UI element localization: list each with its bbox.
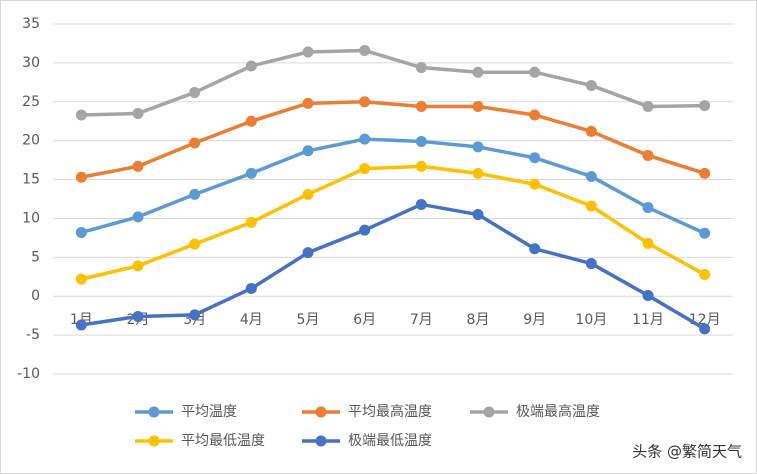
x-tick-label: 5月: [297, 312, 320, 328]
data-point: [529, 109, 541, 121]
data-point: [75, 319, 87, 331]
data-point: [75, 109, 87, 121]
data-point: [245, 167, 257, 179]
data-point: [699, 323, 711, 335]
data-point: [75, 273, 87, 285]
data-point: [472, 66, 484, 78]
data-point: [529, 178, 541, 190]
series-line: [80, 164, 706, 281]
data-point: [415, 135, 427, 147]
x-tick-label: 4月: [240, 312, 263, 328]
y-tick-label: 20: [22, 133, 40, 149]
data-point: [302, 46, 314, 58]
data-point: [415, 160, 427, 172]
series-line: [81, 202, 706, 331]
data-point: [189, 309, 201, 321]
x-tick-label: 10月: [575, 312, 607, 328]
legend-marker: [483, 406, 495, 418]
data-point: [472, 100, 484, 112]
data-point: [529, 152, 541, 164]
data-point: [245, 115, 257, 127]
data-point: [132, 310, 144, 322]
legend-marker: [148, 406, 160, 418]
series-line: [80, 137, 706, 235]
legend-label: 平均最低温度: [181, 433, 265, 449]
legend-label: 平均温度: [181, 404, 237, 420]
data-point: [529, 243, 541, 255]
data-point: [699, 167, 711, 179]
data-point: [132, 107, 144, 119]
data-point: [529, 66, 541, 78]
data-point: [585, 200, 597, 212]
legend-label: 极端最高温度: [516, 403, 600, 420]
series-line: [81, 48, 705, 117]
data-point: [245, 216, 257, 228]
data-point: [132, 260, 144, 272]
data-point: [302, 247, 314, 259]
data-point: [302, 145, 314, 157]
series-line: [81, 100, 706, 179]
x-tick-label: 6月: [353, 312, 376, 328]
data-point: [75, 226, 87, 238]
data-point: [415, 100, 427, 112]
data-point: [585, 258, 597, 270]
y-tick-label: 25: [22, 94, 40, 110]
data-point: [75, 171, 87, 183]
data-point: [415, 62, 427, 74]
data-point: [642, 289, 654, 301]
data-point: [585, 125, 597, 137]
legend-marker: [315, 406, 327, 418]
data-point: [699, 268, 711, 280]
data-point: [245, 282, 257, 294]
legend-label: 平均最高温度: [348, 403, 432, 420]
y-tick-label: -5: [26, 327, 40, 343]
x-tick-label: 11月: [632, 312, 664, 328]
data-point: [132, 211, 144, 223]
data-point: [472, 141, 484, 153]
x-tick-label: 9月: [523, 312, 546, 328]
data-point: [642, 100, 654, 112]
data-point: [642, 237, 654, 249]
legend-label: 极端最低温度: [348, 433, 432, 449]
data-point: [302, 188, 314, 200]
y-tick-label: -10: [17, 366, 40, 382]
data-point: [189, 188, 201, 200]
data-point: [189, 86, 201, 98]
y-tick-label: 30: [22, 55, 40, 71]
y-tick-label: 10: [22, 210, 40, 226]
data-point: [642, 202, 654, 214]
data-point: [245, 60, 257, 72]
data-point: [359, 133, 371, 145]
y-tick-label: 0: [31, 288, 40, 304]
data-point: [415, 198, 427, 210]
data-point: [642, 149, 654, 161]
y-tick-label: 35: [22, 16, 40, 32]
data-point: [189, 238, 201, 250]
legend-marker: [315, 435, 327, 447]
data-point: [359, 163, 371, 175]
y-tick-label: 15: [22, 172, 40, 188]
data-point: [132, 160, 144, 172]
data-point: [472, 167, 484, 179]
data-point: [302, 97, 314, 109]
data-point: [699, 100, 711, 112]
data-point: [585, 79, 597, 91]
y-tick-label: 5: [31, 249, 40, 265]
data-point: [585, 170, 597, 182]
x-tick-label: 8月: [467, 312, 490, 328]
data-point: [189, 137, 201, 149]
data-point: [359, 44, 371, 56]
legend-marker: [148, 435, 160, 447]
data-point: [472, 209, 484, 221]
data-point: [359, 96, 371, 108]
data-point: [359, 224, 371, 236]
watermark: 头条 @繁简天气: [632, 443, 742, 461]
data-point: [699, 227, 711, 239]
x-tick-label: 7月: [410, 312, 433, 328]
